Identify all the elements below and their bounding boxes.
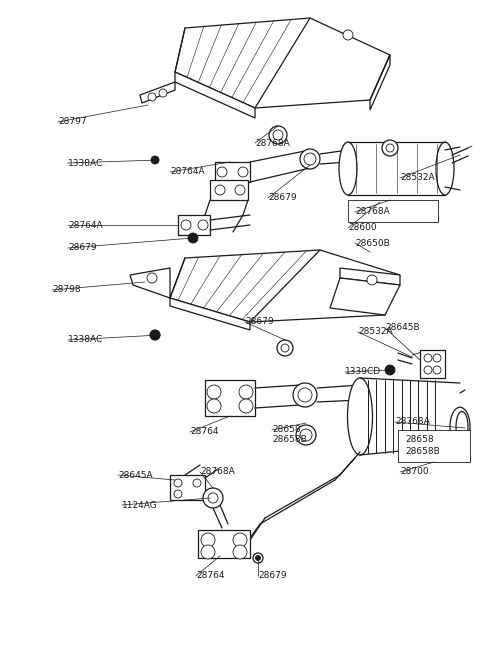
Polygon shape xyxy=(140,82,175,103)
Circle shape xyxy=(188,233,198,243)
Circle shape xyxy=(382,140,398,156)
Circle shape xyxy=(151,156,159,164)
Circle shape xyxy=(239,399,253,413)
Polygon shape xyxy=(130,268,170,298)
Circle shape xyxy=(300,429,312,441)
Text: 28768A: 28768A xyxy=(395,417,430,426)
Circle shape xyxy=(298,388,312,402)
Circle shape xyxy=(433,354,441,362)
Circle shape xyxy=(174,479,182,487)
Circle shape xyxy=(233,545,247,559)
Circle shape xyxy=(148,93,156,101)
Text: 28650B: 28650B xyxy=(355,238,390,248)
Text: 28658: 28658 xyxy=(405,436,433,445)
Circle shape xyxy=(281,344,289,352)
Ellipse shape xyxy=(348,378,372,455)
Circle shape xyxy=(181,220,191,230)
Circle shape xyxy=(255,555,261,561)
Text: 28764: 28764 xyxy=(196,572,225,580)
Circle shape xyxy=(269,126,287,144)
Polygon shape xyxy=(198,530,250,558)
Text: 28768A: 28768A xyxy=(200,468,235,476)
Text: 28600: 28600 xyxy=(348,223,377,233)
Text: 28768A: 28768A xyxy=(355,208,390,217)
Circle shape xyxy=(424,366,432,374)
Circle shape xyxy=(296,425,316,445)
Text: 28797: 28797 xyxy=(58,117,86,126)
Polygon shape xyxy=(170,250,400,322)
Circle shape xyxy=(150,330,160,340)
Polygon shape xyxy=(178,215,210,235)
Ellipse shape xyxy=(456,411,468,441)
Circle shape xyxy=(217,167,227,177)
Circle shape xyxy=(343,30,353,40)
Circle shape xyxy=(208,493,218,503)
Circle shape xyxy=(304,153,316,165)
Circle shape xyxy=(174,490,182,498)
Circle shape xyxy=(201,545,215,559)
Circle shape xyxy=(233,533,247,547)
Polygon shape xyxy=(175,72,255,118)
Circle shape xyxy=(277,340,293,356)
Circle shape xyxy=(207,385,221,399)
Circle shape xyxy=(238,167,248,177)
Circle shape xyxy=(159,89,167,97)
Circle shape xyxy=(147,273,157,283)
Text: 1124AG: 1124AG xyxy=(122,500,158,510)
Text: 28645B: 28645B xyxy=(385,324,420,333)
Text: 28532A: 28532A xyxy=(400,174,434,183)
Circle shape xyxy=(201,533,215,547)
Circle shape xyxy=(293,383,317,407)
Polygon shape xyxy=(370,55,390,110)
Text: 28679: 28679 xyxy=(245,318,274,326)
Circle shape xyxy=(273,130,283,140)
Text: 28798: 28798 xyxy=(52,286,81,295)
Circle shape xyxy=(253,553,263,563)
Polygon shape xyxy=(340,268,400,285)
Text: 28645A: 28645A xyxy=(118,470,153,479)
Ellipse shape xyxy=(339,142,357,195)
Polygon shape xyxy=(215,162,250,182)
Text: 1338AC: 1338AC xyxy=(68,159,103,168)
Bar xyxy=(398,430,470,462)
Circle shape xyxy=(207,399,221,413)
Polygon shape xyxy=(175,18,390,108)
Text: 28700: 28700 xyxy=(400,468,429,476)
Circle shape xyxy=(239,385,253,399)
Ellipse shape xyxy=(450,407,470,446)
Circle shape xyxy=(424,354,432,362)
Circle shape xyxy=(198,220,208,230)
Text: 28764: 28764 xyxy=(190,428,218,436)
Circle shape xyxy=(386,144,394,152)
Text: 1338AC: 1338AC xyxy=(68,335,103,345)
Circle shape xyxy=(300,149,320,169)
Circle shape xyxy=(433,366,441,374)
Bar xyxy=(348,200,438,222)
Text: 28679: 28679 xyxy=(268,193,297,202)
Circle shape xyxy=(193,479,201,487)
Text: 28658B: 28658B xyxy=(405,447,440,457)
Polygon shape xyxy=(205,380,255,416)
Circle shape xyxy=(203,488,223,508)
Text: 28679: 28679 xyxy=(68,244,96,252)
Circle shape xyxy=(215,185,225,195)
Text: 28658B: 28658B xyxy=(272,436,307,445)
Polygon shape xyxy=(330,278,400,315)
Text: 28764A: 28764A xyxy=(68,221,103,229)
Ellipse shape xyxy=(436,142,454,195)
Circle shape xyxy=(235,185,245,195)
Text: 28768A: 28768A xyxy=(255,138,290,147)
Text: 28679: 28679 xyxy=(258,572,287,580)
Circle shape xyxy=(367,275,377,285)
Polygon shape xyxy=(170,475,205,500)
Polygon shape xyxy=(170,298,250,330)
Text: 28764A: 28764A xyxy=(170,168,204,176)
Circle shape xyxy=(385,365,395,375)
Polygon shape xyxy=(420,350,445,378)
Text: 1339CD: 1339CD xyxy=(345,367,381,377)
Circle shape xyxy=(150,330,160,340)
Text: 28658: 28658 xyxy=(272,426,300,434)
Polygon shape xyxy=(210,180,248,200)
Text: 28532A: 28532A xyxy=(358,328,393,337)
